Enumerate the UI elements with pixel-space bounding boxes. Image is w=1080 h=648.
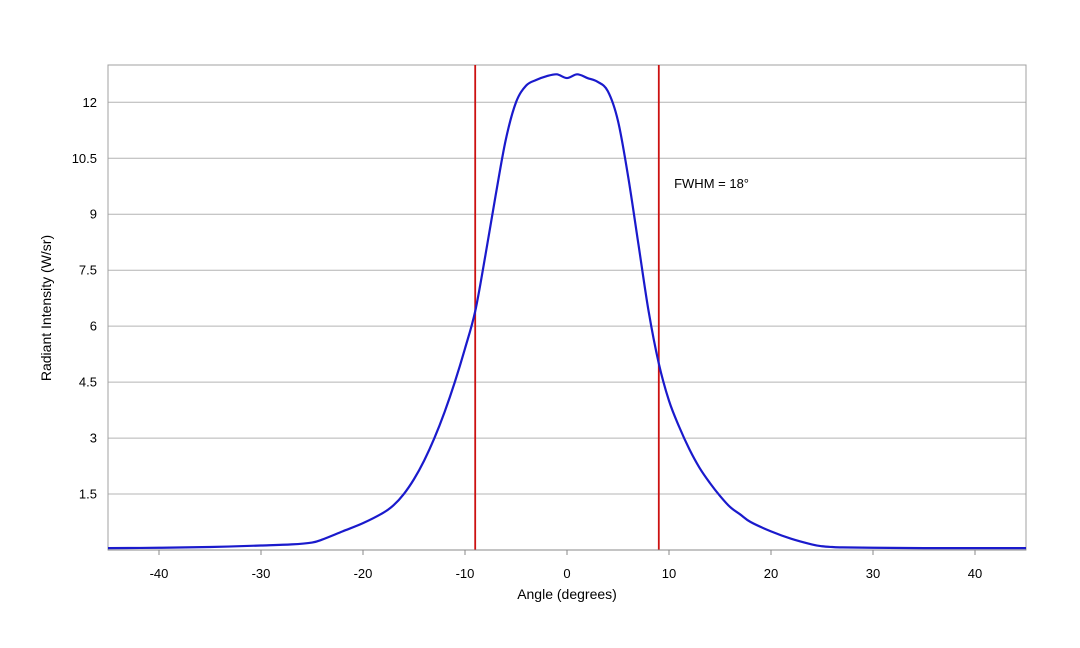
y-tick-labels: 1.5 3 4.5 6 7.5 9 10.5 12	[72, 95, 97, 502]
x-tick-label: 30	[866, 566, 880, 581]
x-tick-label: -30	[252, 566, 271, 581]
y-tick-label: 6	[90, 319, 97, 334]
y-axis-title: Radiant Intensity (W/sr)	[38, 235, 54, 381]
x-tick-label: 0	[563, 566, 570, 581]
x-tick-label: 10	[662, 566, 676, 581]
gridlines	[108, 101, 1026, 495]
series-layer	[107, 73, 1026, 550]
y-tick-label: 3	[90, 431, 97, 446]
x-tick-label: -10	[456, 566, 475, 581]
x-tick-label: 40	[968, 566, 982, 581]
series-line-0	[107, 73, 1026, 550]
y-tick-label: 7.5	[79, 263, 97, 278]
x-tick-labels: -40 -30 -20 -10 0 10 20 30 40	[150, 550, 982, 581]
y-tick-label: 10.5	[72, 151, 97, 166]
x-tick-label: -20	[354, 566, 373, 581]
y-tick-label: 12	[83, 95, 97, 110]
y-tick-label: 1.5	[79, 487, 97, 502]
x-axis-title: Angle (degrees)	[517, 586, 617, 602]
y-tick-label: 4.5	[79, 375, 97, 390]
fwhm-annotation: FWHM = 18°	[674, 176, 749, 191]
x-tick-label: 20	[764, 566, 778, 581]
fwhm-reference-lines	[474, 65, 660, 550]
y-tick-label: 9	[90, 207, 97, 222]
x-tick-label: -40	[150, 566, 169, 581]
plot-area-frame	[107, 64, 1027, 551]
